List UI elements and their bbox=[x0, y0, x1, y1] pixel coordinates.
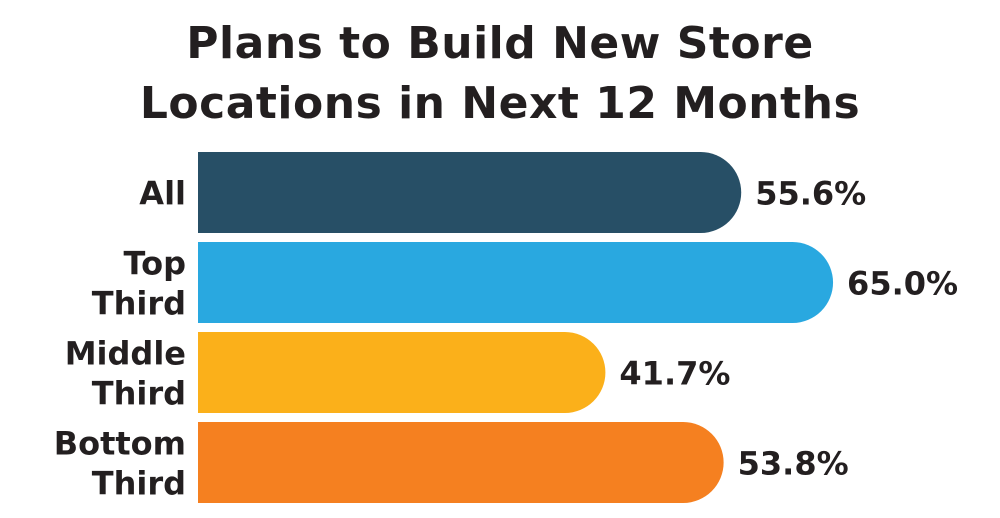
category-label-1: All bbox=[139, 175, 186, 213]
value-label-2: 65.0% bbox=[847, 265, 958, 303]
category-label-2-line-2: Third bbox=[92, 285, 186, 323]
value-label-4: 53.8% bbox=[738, 445, 849, 483]
category-label-1-line-1: All bbox=[139, 175, 186, 213]
bar-2 bbox=[198, 242, 834, 323]
category-label-2-line-1: Top bbox=[124, 245, 186, 283]
category-label-3-line-1: Middle bbox=[65, 335, 186, 373]
category-label-4-line-2: Third bbox=[92, 465, 186, 503]
value-label-1: 55.6% bbox=[755, 175, 866, 213]
category-label-3: Middle Third bbox=[65, 335, 186, 413]
bar-4 bbox=[198, 422, 724, 503]
category-label-4: Bottom Third bbox=[54, 425, 186, 503]
bar-1 bbox=[198, 152, 742, 233]
chart-title-line-1: Plans to Build New Store bbox=[186, 18, 814, 69]
category-label-2: Top Third bbox=[92, 245, 186, 323]
value-label-3: 41.7% bbox=[619, 355, 730, 393]
chart-title-line-2: Locations in Next 12 Months bbox=[139, 78, 861, 129]
bar-3 bbox=[198, 332, 606, 413]
category-label-4-line-1: Bottom bbox=[54, 425, 186, 463]
category-label-3-line-2: Third bbox=[92, 375, 186, 413]
chart-title: Plans to Build New Store Locations in Ne… bbox=[0, 14, 1000, 134]
